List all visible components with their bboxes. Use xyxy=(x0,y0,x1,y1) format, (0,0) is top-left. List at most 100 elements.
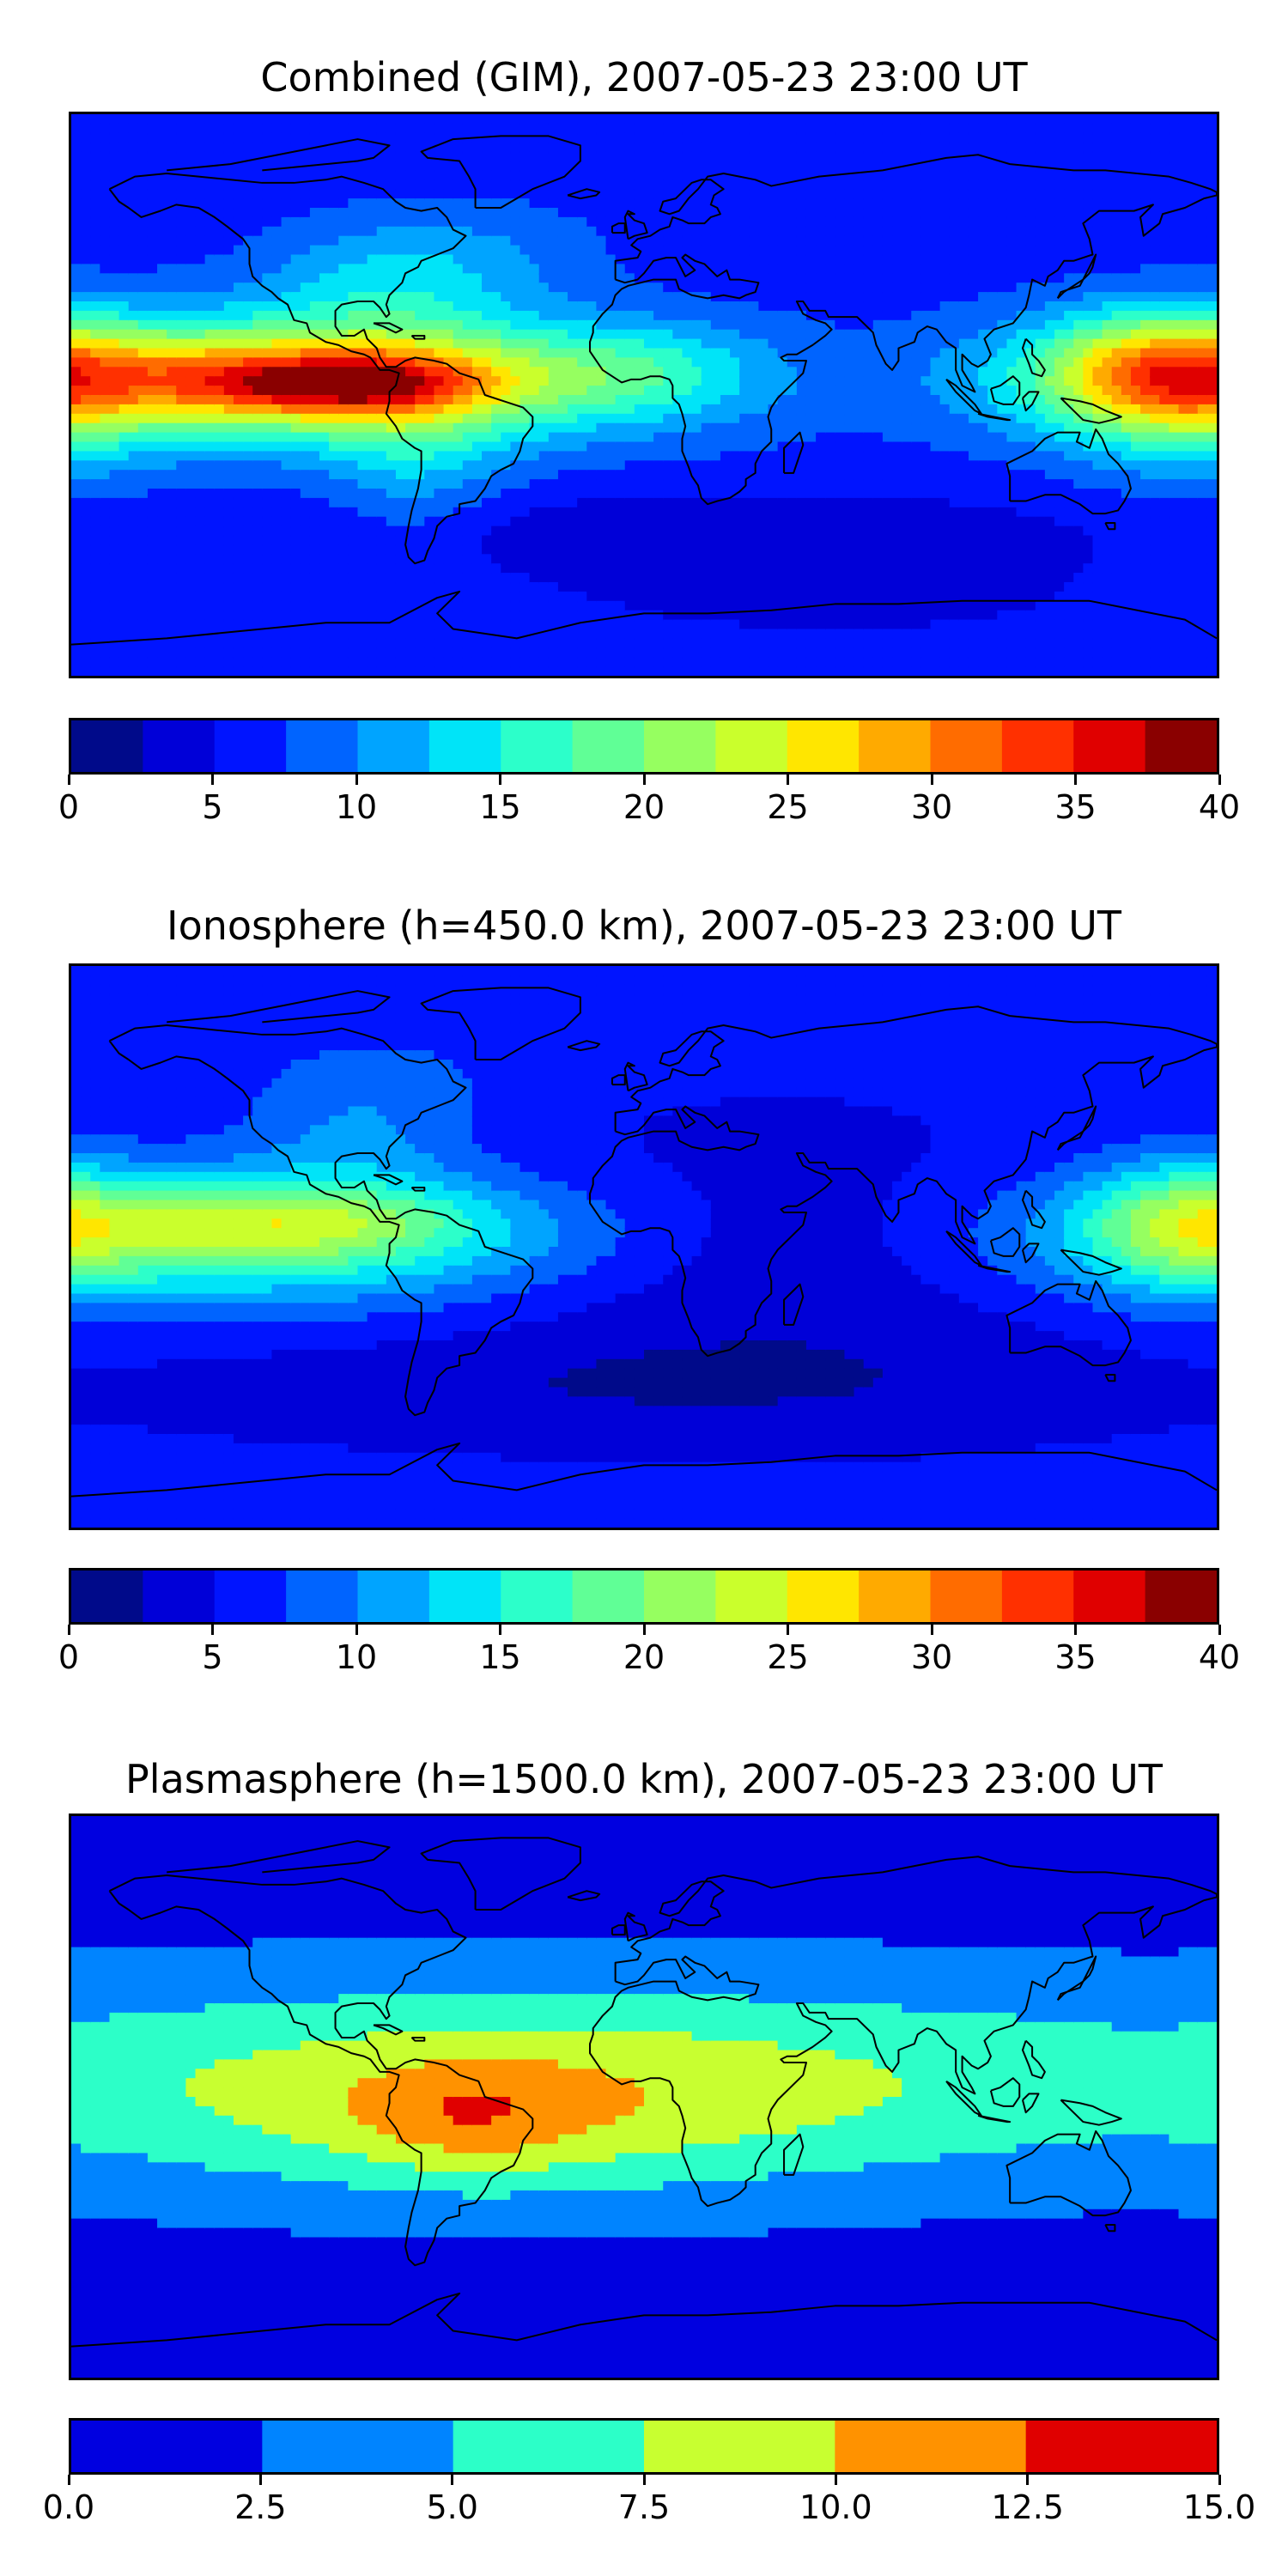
contour-cell xyxy=(100,591,111,603)
contour-cell xyxy=(529,338,541,349)
contour-cell xyxy=(835,264,846,275)
contour-cell xyxy=(787,404,799,416)
contour-cell xyxy=(749,591,760,603)
contour-cell xyxy=(548,619,560,630)
contour-cell xyxy=(672,647,683,659)
contour-cell xyxy=(90,273,101,284)
contour-cell xyxy=(691,470,703,481)
contour-cell xyxy=(290,357,302,368)
contour-cell xyxy=(137,338,149,349)
contour-cell xyxy=(252,535,264,546)
contour-cell xyxy=(701,273,713,284)
contour-cell xyxy=(844,114,856,125)
contour-cell xyxy=(577,638,588,649)
contour-cell xyxy=(568,451,579,462)
contour-cell xyxy=(482,132,493,144)
contour-cell xyxy=(501,329,512,341)
contour-cell xyxy=(854,338,866,349)
contour-cell xyxy=(644,319,655,331)
contour-cell xyxy=(223,507,235,519)
contour-cell xyxy=(777,161,789,172)
contour-cell xyxy=(195,151,207,162)
contour-cell xyxy=(453,386,465,397)
contour-cell xyxy=(615,432,627,443)
contour-cell xyxy=(81,563,92,574)
contour-cell xyxy=(376,386,388,397)
contour-cell xyxy=(118,114,131,125)
contour-cell xyxy=(548,422,560,434)
contour-cell xyxy=(749,600,760,612)
contour-cell xyxy=(768,600,780,612)
contour-cell xyxy=(90,404,101,416)
contour-cell xyxy=(71,573,82,584)
contour-cell xyxy=(510,563,521,574)
contour-cell xyxy=(805,451,817,462)
contour-cell xyxy=(319,367,331,378)
contour-cell xyxy=(501,516,512,528)
contour-cell xyxy=(701,216,713,228)
contour-cell xyxy=(844,348,856,359)
contour-cell xyxy=(100,301,111,313)
contour-cell xyxy=(137,216,149,228)
contour-cell xyxy=(701,376,713,387)
contour-cell xyxy=(615,497,627,509)
contour-cell xyxy=(529,582,541,593)
contour-cell xyxy=(319,310,331,322)
contour-cell xyxy=(109,544,121,556)
contour-cell xyxy=(147,292,159,303)
contour-cell xyxy=(825,283,836,294)
contour-cell xyxy=(501,254,512,265)
contour-cell xyxy=(338,357,349,368)
contour-cell xyxy=(319,629,331,640)
contour-cell xyxy=(252,292,264,303)
contour-cell xyxy=(118,376,131,387)
contour-cell xyxy=(405,208,416,219)
contour-cell xyxy=(223,535,235,546)
contour-cell xyxy=(605,273,617,284)
contour-cell xyxy=(319,516,331,528)
contour-cell xyxy=(462,142,474,154)
contour-cell xyxy=(185,338,197,349)
contour-cell xyxy=(720,563,732,574)
contour-cell xyxy=(109,123,121,135)
contour-cell xyxy=(624,292,636,303)
contour-cell xyxy=(376,573,388,584)
contour-cell xyxy=(501,170,512,181)
contour-cell xyxy=(605,619,617,630)
contour-cell xyxy=(262,292,273,303)
contour-cell xyxy=(319,497,331,509)
contour-cell xyxy=(157,301,168,313)
contour-cell xyxy=(577,151,588,162)
contour-cell xyxy=(501,413,512,425)
contour-cell xyxy=(167,432,178,443)
contour-cell xyxy=(710,451,722,462)
contour-cell xyxy=(271,404,283,416)
contour-cell xyxy=(214,554,226,565)
contour-cell xyxy=(501,470,512,481)
contour-cell xyxy=(338,647,349,659)
contour-cell xyxy=(730,497,741,509)
contour-cell xyxy=(348,376,359,387)
contour-cell xyxy=(586,310,598,322)
contour-cell xyxy=(568,161,579,172)
contour-cell xyxy=(243,516,254,528)
contour-cell xyxy=(577,422,588,434)
contour-cell xyxy=(338,600,349,612)
contour-cell xyxy=(300,301,312,313)
contour-cell xyxy=(787,208,799,219)
contour-cell xyxy=(319,386,331,397)
contour-cell xyxy=(653,376,665,387)
contour-cell xyxy=(672,479,683,490)
contour-cell xyxy=(405,310,416,322)
contour-cell xyxy=(204,216,216,228)
contour-cell xyxy=(319,245,331,256)
contour-cell xyxy=(214,235,226,247)
contour-cell xyxy=(854,161,866,172)
contour-cell xyxy=(749,610,760,622)
contour-cell xyxy=(386,489,398,500)
contour-cell xyxy=(701,310,713,322)
contour-cell xyxy=(586,647,598,659)
contour-cell xyxy=(137,591,149,603)
contour-cell xyxy=(538,638,550,649)
contour-cell xyxy=(605,123,617,135)
